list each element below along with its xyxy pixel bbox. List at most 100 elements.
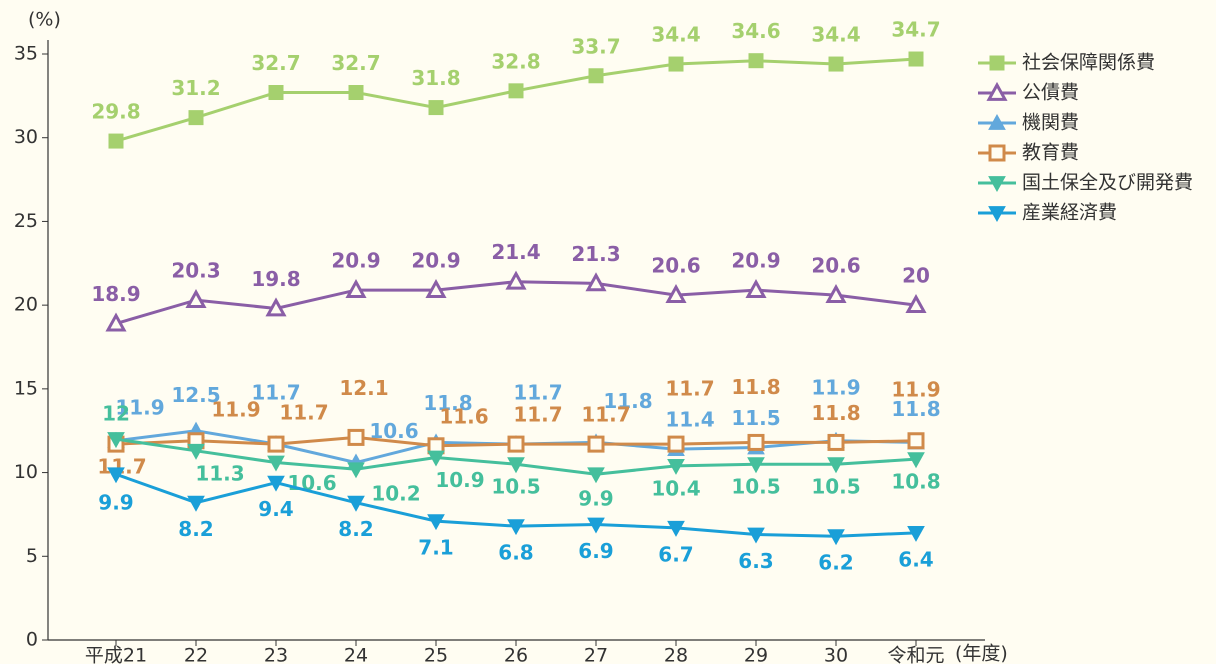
data-label: 11.6 (439, 404, 488, 428)
marker (185, 289, 207, 309)
y-tick-label: 15 (14, 377, 38, 399)
data-label: 11.7 (97, 455, 146, 479)
data-label: 12.1 (339, 376, 388, 400)
marker (187, 443, 205, 460)
data-label: 11.4 (665, 408, 714, 432)
data-label: 9.4 (258, 497, 293, 521)
data-label: 11.7 (513, 381, 562, 405)
data-label: 11.7 (251, 381, 300, 405)
marker (108, 133, 124, 149)
legend-marker (986, 81, 1008, 101)
x-tick-label: 25 (424, 645, 448, 664)
marker (267, 475, 285, 492)
marker (428, 100, 444, 116)
x-tick-label: 30 (824, 645, 848, 664)
data-label: 11.7 (513, 403, 562, 427)
data-label: 32.7 (331, 51, 380, 75)
marker (828, 56, 844, 72)
marker (508, 83, 524, 99)
data-label: 19.8 (251, 267, 300, 291)
marker (348, 85, 364, 101)
data-label: 10.2 (371, 482, 420, 506)
data-label: 12.5 (171, 383, 220, 407)
data-label: 20 (902, 264, 930, 288)
marker (827, 433, 845, 451)
y-tick-label: 30 (14, 126, 38, 148)
marker (507, 457, 525, 474)
data-label: 31.2 (171, 76, 220, 100)
x-tick-label: 27 (584, 645, 608, 664)
legend-marker (988, 113, 1006, 130)
data-label: 11.8 (423, 391, 472, 415)
data-label: 8.2 (338, 517, 373, 541)
marker (907, 452, 925, 469)
marker (825, 284, 847, 303)
data-label: 34.7 (891, 18, 940, 42)
marker (908, 51, 924, 67)
data-label: 20.6 (651, 254, 700, 278)
marker (425, 278, 447, 298)
marker (105, 312, 127, 332)
data-label: 20.6 (811, 254, 860, 278)
x-tick-label: 24 (344, 645, 368, 664)
marker (827, 529, 845, 546)
data-label: 11.9 (115, 395, 164, 419)
data-label: 10.9 (435, 468, 484, 492)
legend-marker (988, 144, 1006, 162)
x-tick-label: 26 (504, 645, 528, 664)
marker (107, 432, 125, 449)
marker (345, 278, 367, 298)
marker (507, 519, 525, 536)
data-label: 6.3 (738, 549, 773, 573)
marker (745, 278, 767, 298)
marker (668, 56, 684, 72)
legend-label: 国土保全及び開発費 (1022, 172, 1193, 194)
y-tick-label: 35 (14, 43, 38, 65)
data-label: 34.4 (811, 23, 860, 47)
legend-marker (988, 206, 1006, 223)
data-label: 11.7 (581, 403, 630, 427)
marker (505, 270, 527, 290)
data-label: 11.8 (811, 401, 860, 425)
y-tick-label: 20 (14, 294, 38, 316)
x-tick-label: 令和元 (887, 645, 944, 664)
data-label: 32.8 (491, 49, 540, 73)
x-tick-label: 平成21 (85, 645, 147, 664)
data-label: 11.7 (279, 401, 328, 425)
legend-label: 機関費 (1022, 112, 1079, 134)
y-tick-label: 25 (14, 210, 38, 232)
data-label: 11.9 (211, 397, 260, 421)
marker (267, 455, 285, 472)
marker (188, 110, 204, 126)
marker (907, 432, 925, 450)
y-tick-label: 5 (26, 545, 38, 567)
marker (748, 53, 764, 69)
legend-label: 社会保障関係費 (1022, 52, 1155, 74)
marker (667, 458, 685, 475)
legend-marker (989, 55, 1005, 71)
data-label: 31.8 (411, 66, 460, 90)
legend-label: 公債費 (1022, 82, 1079, 104)
marker (347, 428, 365, 446)
legend-label: 教育費 (1022, 142, 1079, 164)
data-label: 32.7 (251, 51, 300, 75)
data-label: 20.9 (731, 249, 780, 273)
x-axis-label: (年度) (955, 643, 1008, 664)
marker (585, 272, 607, 292)
x-tick-label: 29 (744, 645, 768, 664)
data-label: 10.5 (731, 475, 780, 499)
data-label: 7.1 (418, 536, 453, 560)
data-label: 21.3 (571, 242, 620, 266)
marker (187, 495, 205, 512)
data-label: 6.8 (498, 541, 533, 565)
marker (907, 525, 925, 542)
y-tick-label: 0 (26, 629, 38, 651)
marker (827, 457, 845, 474)
data-label: 11.7 (665, 377, 714, 401)
marker (268, 85, 284, 101)
x-tick-label: 28 (664, 645, 688, 664)
data-label: 9.9 (98, 491, 133, 515)
data-label: 6.9 (578, 539, 613, 563)
marker (427, 450, 445, 467)
